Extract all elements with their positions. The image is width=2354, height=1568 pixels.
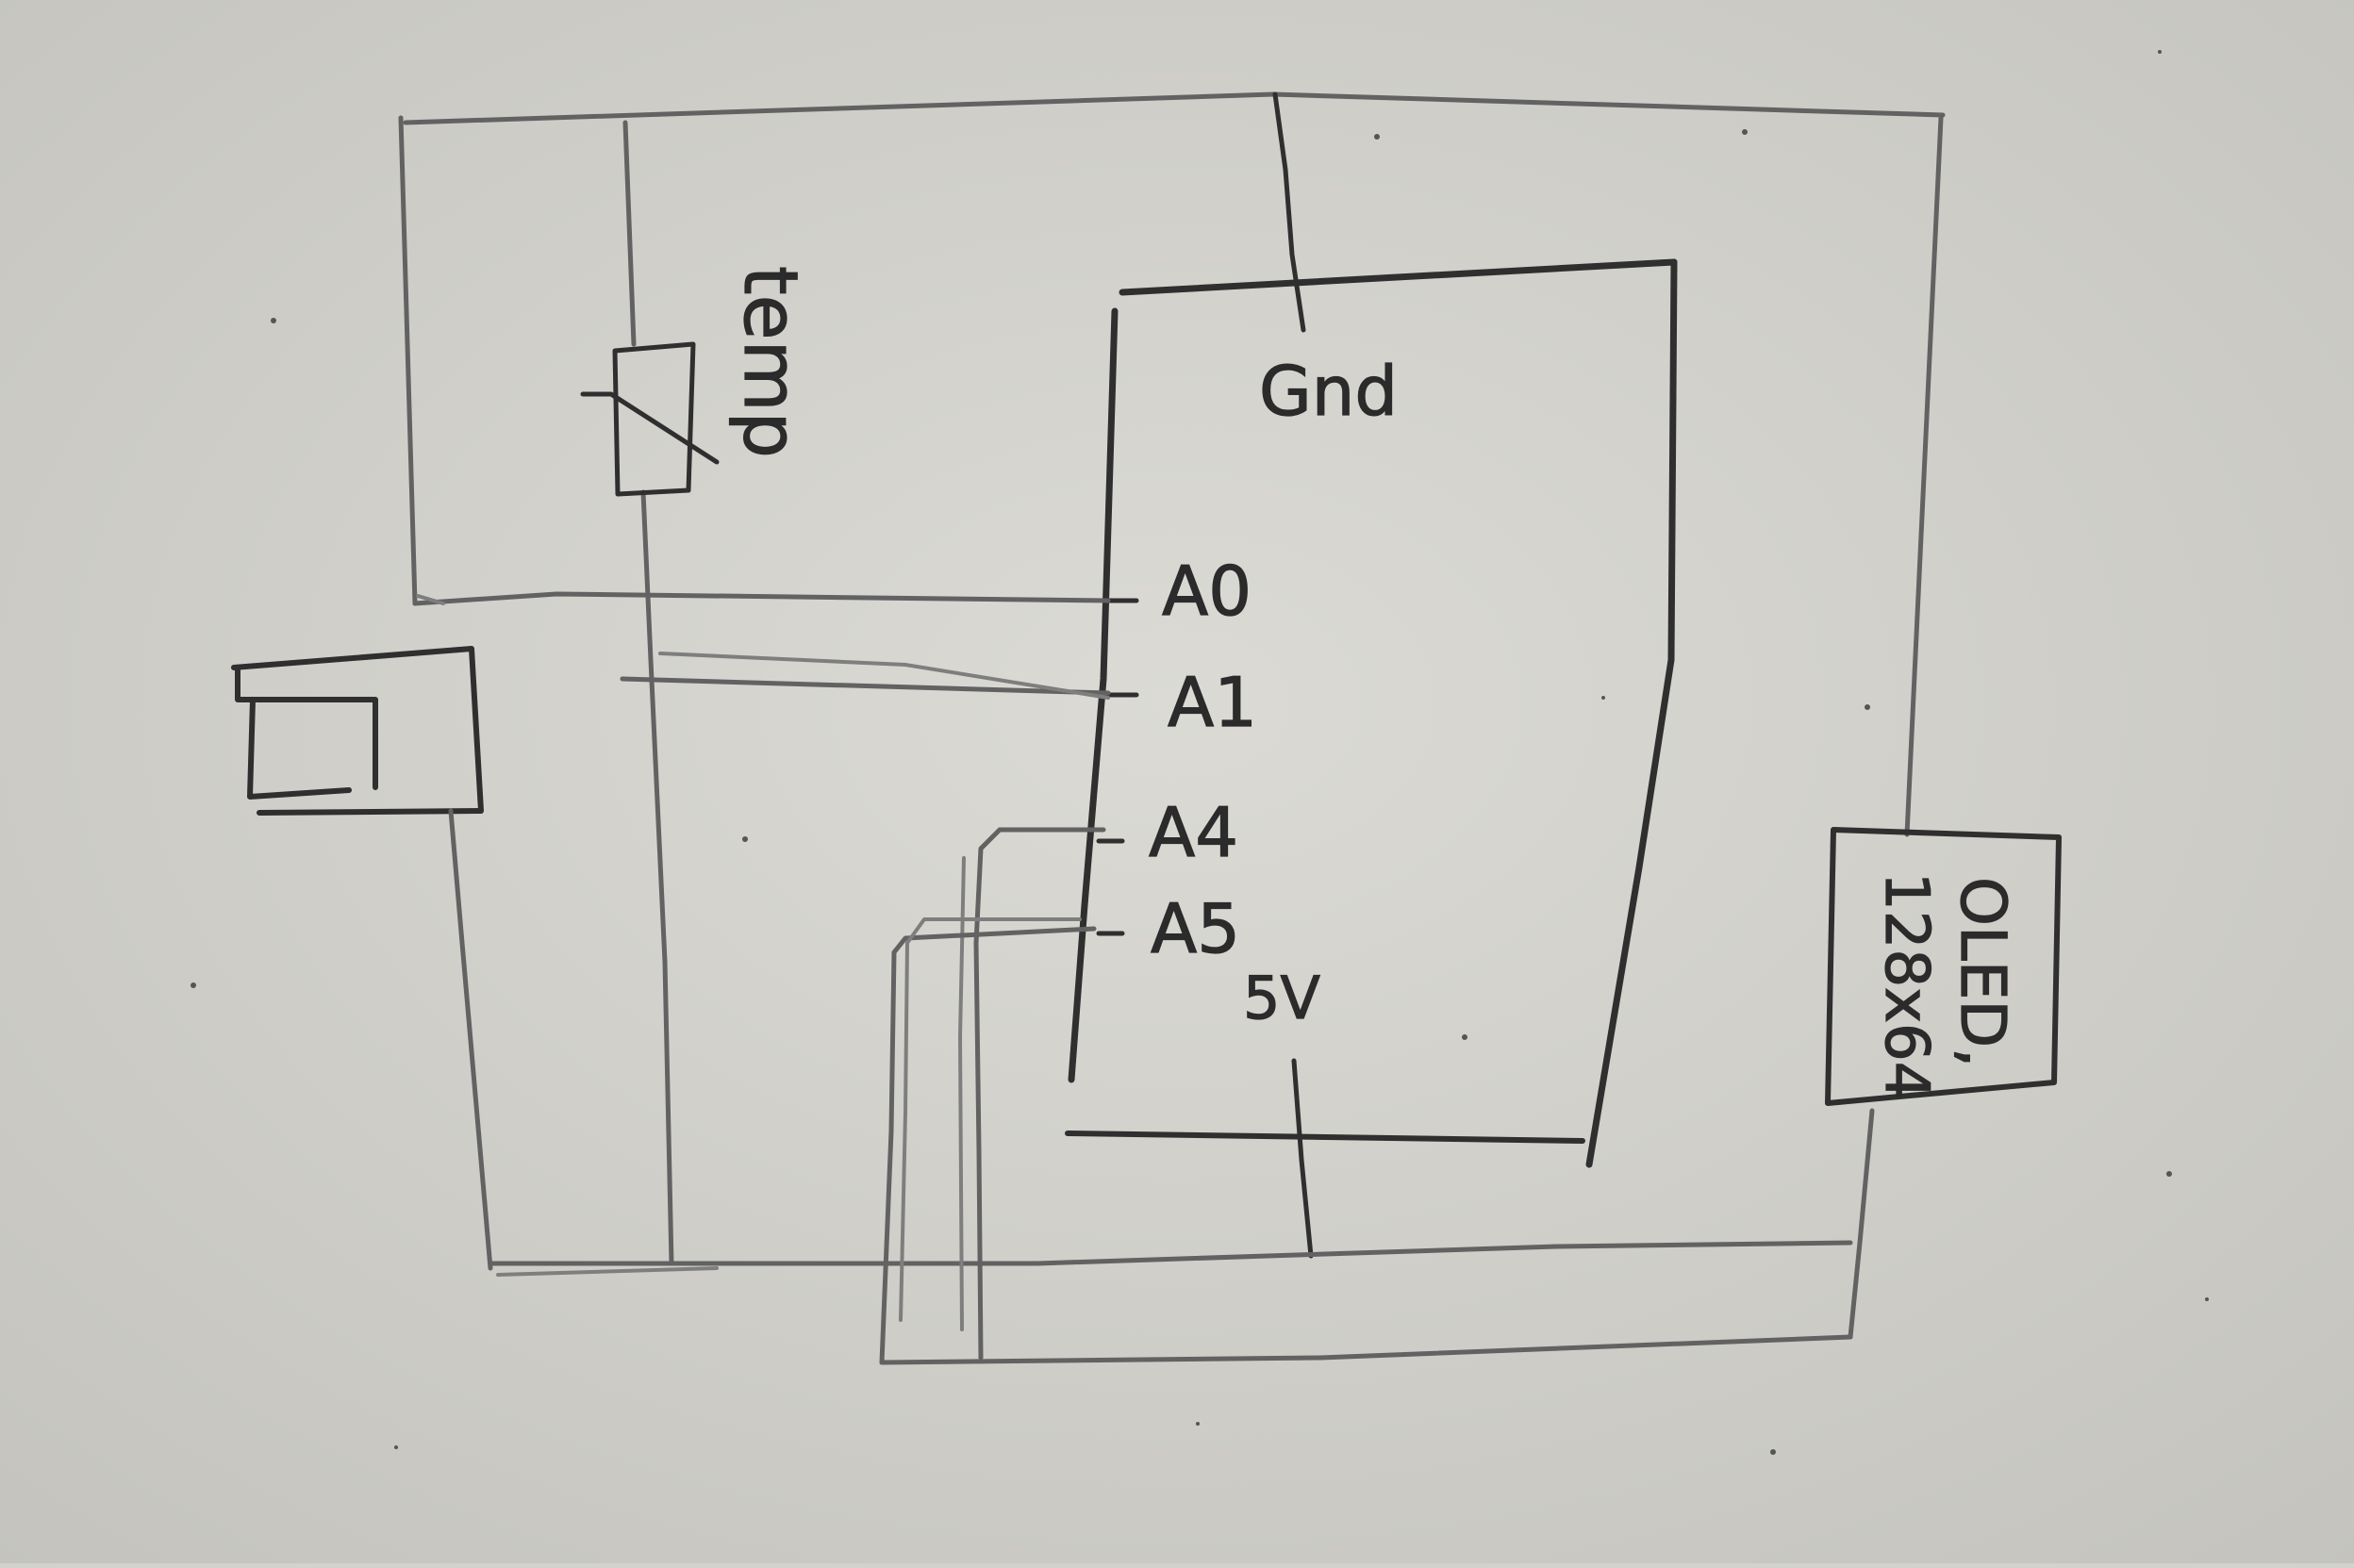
gnd-drop-wire xyxy=(1272,91,1306,333)
left-wire xyxy=(398,115,418,606)
board-outline-right xyxy=(1585,258,1678,1168)
left-module-wire xyxy=(448,808,493,1271)
oled-wire-down xyxy=(1848,1108,1875,1340)
pin-label-a0: A0 xyxy=(1162,552,1252,631)
pin-label-5v: 5V xyxy=(1243,964,1320,1032)
wire-5v xyxy=(1291,1058,1314,1259)
oled-size: 128x64 xyxy=(1871,872,1941,1099)
wire-a1-shadow xyxy=(658,652,1110,700)
oled-module: OLED, 128x64 xyxy=(1825,827,2062,1106)
right-wire-to-oled xyxy=(1904,115,1944,837)
bottom-rail-stub xyxy=(496,1266,719,1277)
thermistor-wire-top xyxy=(622,120,637,347)
wire-a5 xyxy=(879,926,1097,1365)
left-connector-prong xyxy=(247,697,352,800)
wire-a1 xyxy=(620,676,1111,696)
left-connector-module xyxy=(231,646,484,816)
i2c-bottom-rail xyxy=(879,1334,1853,1365)
bottom-power-rail xyxy=(488,1240,1853,1266)
wire-a0-branch xyxy=(416,594,445,605)
left-connector-inner xyxy=(235,665,378,790)
pin-label-a4: A4 xyxy=(1149,793,1238,872)
thermistor-label: temp xyxy=(727,266,812,458)
wire-a5-shadow xyxy=(899,917,1082,1322)
board-outline-bottom xyxy=(1065,1131,1585,1144)
microcontroller-board: Gnd A0 A1 A4 A5 5V xyxy=(1065,258,1678,1168)
wire-a0 xyxy=(412,591,1111,606)
thermistor-body xyxy=(612,341,696,497)
oled-body xyxy=(1825,827,2062,1106)
board-outline-top xyxy=(1119,258,1678,296)
paper-specks xyxy=(191,50,2209,1455)
thermistor-slash xyxy=(580,391,720,465)
pin-label-a5: A5 xyxy=(1151,889,1240,968)
oled-label: OLED, xyxy=(1947,877,2019,1067)
pin-label-a1: A1 xyxy=(1168,663,1257,742)
thermistor: temp xyxy=(580,265,813,497)
thermistor-wire-bottom xyxy=(640,489,674,1266)
board-outline-left xyxy=(1068,307,1119,1083)
wire-a4 xyxy=(973,827,1106,1361)
left-connector-body xyxy=(231,646,484,816)
pin-label-gnd: Gnd xyxy=(1259,352,1398,431)
